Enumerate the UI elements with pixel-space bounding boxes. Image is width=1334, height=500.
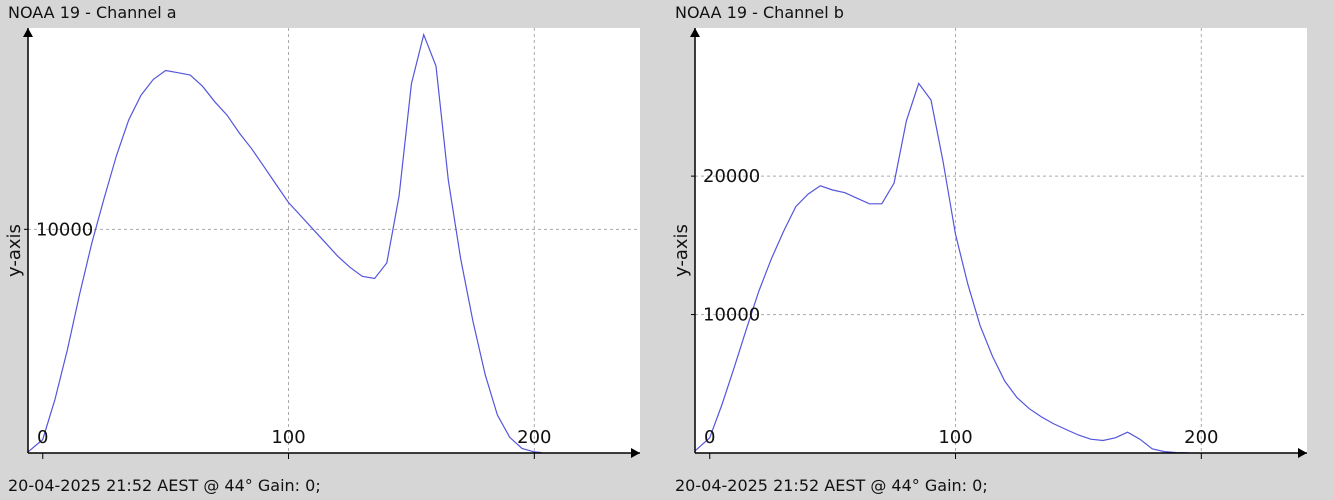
chart-footer: 20-04-2025 21:52 AEST @ 44° Gain: 0;: [675, 476, 988, 495]
plot-area: [695, 28, 1307, 453]
x-axis-arrow: [1298, 448, 1307, 458]
data-series-line: [27, 32, 542, 454]
x-tick-label: 0: [37, 427, 48, 448]
chart-panel-b: 0 100 200 10000 20000 y-axis NOAA 19 - Channe…: [667, 0, 1334, 500]
x-tick-label: 100: [938, 427, 972, 448]
x-tick-label: 200: [1184, 427, 1218, 448]
y-axis-arrow: [690, 28, 700, 37]
chart-footer: 20-04-2025 21:52 AEST @ 44° Gain: 0;: [8, 476, 321, 495]
x-tick-label: 0: [704, 427, 715, 448]
x-axis-arrow: [631, 448, 640, 458]
data-series-line: [694, 82, 1190, 454]
y-tick-label: 10000: [703, 305, 760, 326]
x-tick-label: 200: [517, 427, 551, 448]
plot-area: [28, 28, 640, 453]
y-axis-label: y-axis: [4, 224, 25, 277]
y-axis-arrow: [23, 28, 33, 37]
chart-a: 0 100 200 10000 y-axis: [4, 28, 640, 459]
y-tick-label: 20000: [703, 166, 760, 187]
y-tick-label: 10000: [36, 219, 93, 240]
chart-panel-a: 0 100 200 10000 y-axis NOAA 19 - Channel a 2…: [4, 3, 640, 495]
chart-title: NOAA 19 - Channel a: [8, 3, 177, 22]
x-tick-label: 100: [271, 427, 305, 448]
y-axis-label: y-axis: [671, 224, 692, 277]
chart-b: 0 100 200 10000 20000 y-axis: [671, 28, 1307, 459]
chart-title: NOAA 19 - Channel b: [675, 3, 844, 22]
